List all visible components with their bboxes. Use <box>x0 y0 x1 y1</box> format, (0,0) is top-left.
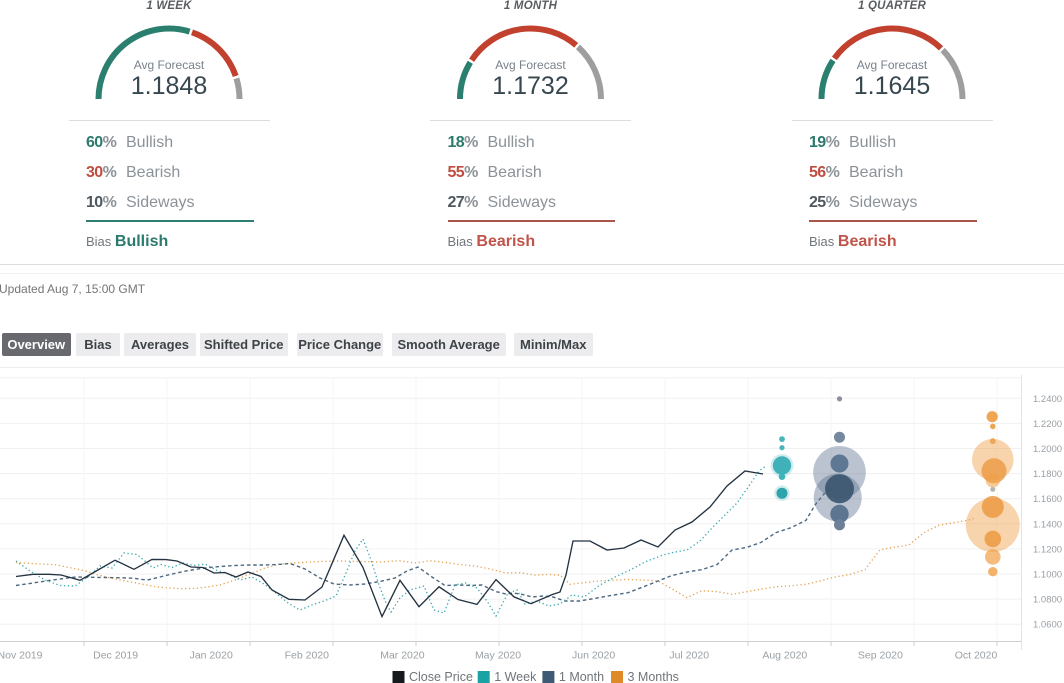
svg-text:Feb 2020: Feb 2020 <box>285 650 330 662</box>
svg-text:1.2400: 1.2400 <box>1033 394 1062 405</box>
svg-text:Mar 2020: Mar 2020 <box>380 650 425 662</box>
svg-text:1.2200: 1.2200 <box>1033 419 1062 430</box>
svg-text:1 Week: 1 Week <box>494 670 537 683</box>
svg-text:1.1000: 1.1000 <box>1033 570 1062 581</box>
svg-text:1.0600: 1.0600 <box>1033 620 1062 631</box>
svg-text:1.1200: 1.1200 <box>1033 544 1062 555</box>
svg-text:1.0800: 1.0800 <box>1033 595 1062 606</box>
svg-text:1 Month: 1 Month <box>559 670 604 683</box>
svg-text:Close Price: Close Price <box>409 670 473 683</box>
svg-text:Aug 2020: Aug 2020 <box>762 650 807 662</box>
svg-text:1.2000: 1.2000 <box>1033 444 1062 455</box>
svg-text:Oct 2020: Oct 2020 <box>955 650 998 662</box>
svg-text:Dec 2019: Dec 2019 <box>93 650 138 662</box>
svg-text:3 Months: 3 Months <box>628 670 679 683</box>
svg-text:Sep 2020: Sep 2020 <box>858 650 903 662</box>
svg-text:May 2020: May 2020 <box>475 650 521 662</box>
svg-text:1.1600: 1.1600 <box>1033 494 1062 505</box>
svg-text:Jul 2020: Jul 2020 <box>669 650 709 662</box>
svg-text:1.1400: 1.1400 <box>1033 519 1062 530</box>
svg-text:1.1800: 1.1800 <box>1033 469 1062 480</box>
svg-text:Jun 2020: Jun 2020 <box>572 650 615 662</box>
svg-text:Jan 2020: Jan 2020 <box>190 650 233 662</box>
svg-text:Nov 2019: Nov 2019 <box>0 650 43 662</box>
